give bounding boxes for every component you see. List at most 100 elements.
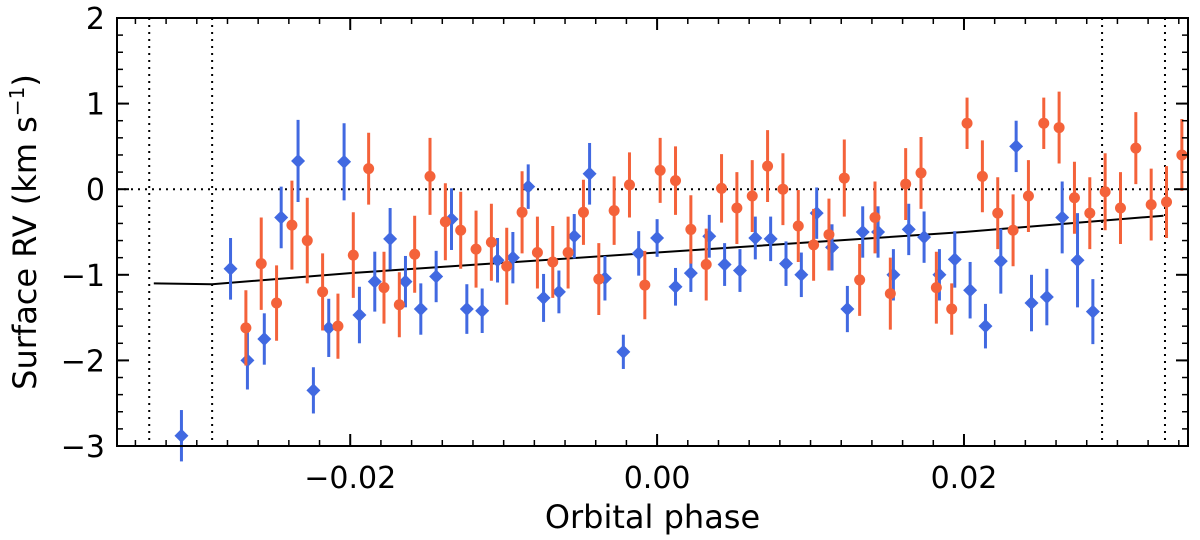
data-point — [1176, 149, 1188, 161]
data-point — [1007, 224, 1019, 236]
data-point — [501, 260, 513, 272]
data-point — [424, 170, 436, 182]
plot-area — [117, 18, 1188, 462]
data-point — [536, 290, 551, 305]
data-point — [521, 179, 536, 194]
data-point — [794, 267, 809, 282]
data-point — [352, 308, 367, 323]
data-point — [306, 383, 321, 398]
data-point — [840, 302, 855, 317]
data-point — [778, 256, 793, 271]
data-point — [869, 211, 881, 223]
x-tick-label: 0.00 — [624, 461, 691, 496]
data-point — [485, 236, 497, 248]
data-point — [439, 216, 451, 228]
data-point — [240, 353, 255, 368]
data-point — [777, 183, 789, 195]
data-point — [363, 163, 375, 175]
data-point — [286, 219, 298, 231]
data-point — [608, 205, 620, 217]
data-point — [577, 206, 589, 218]
data-point — [1009, 139, 1024, 154]
data-point — [670, 175, 682, 187]
data-point — [1038, 117, 1050, 129]
data-point — [993, 254, 1008, 269]
data-point — [717, 257, 732, 272]
data-point — [763, 231, 778, 246]
data-point — [255, 258, 267, 270]
x-tick-label: 0.02 — [931, 461, 998, 496]
data-point — [470, 243, 482, 255]
data-point — [490, 253, 505, 268]
data-point — [901, 222, 916, 237]
data-point — [551, 284, 566, 299]
data-point — [700, 259, 712, 271]
y-tick-label: 0 — [86, 173, 105, 208]
x-tick-label: −0.02 — [304, 461, 396, 496]
data-point — [978, 319, 993, 334]
y-tick-label: −3 — [61, 430, 105, 465]
data-point — [976, 170, 988, 182]
data-point — [855, 225, 870, 239]
data-point — [915, 167, 927, 179]
data-point — [808, 239, 820, 251]
data-point — [413, 302, 428, 317]
data-point — [886, 267, 901, 282]
data-point — [702, 229, 717, 244]
data-point — [257, 332, 272, 346]
data-point — [593, 273, 605, 285]
data-point — [992, 207, 1004, 219]
y-tick-label: −1 — [61, 259, 105, 294]
data-point — [291, 153, 306, 168]
data-point — [854, 274, 866, 286]
data-point — [475, 303, 490, 318]
y-axis-label-close: ) — [6, 74, 44, 86]
data-point — [1055, 210, 1070, 225]
data-point — [900, 178, 912, 190]
data-point — [240, 322, 252, 334]
data-point — [946, 303, 958, 315]
data-point — [963, 283, 978, 298]
data-point — [562, 247, 574, 259]
data-point — [932, 267, 947, 282]
data-point — [1114, 202, 1126, 214]
data-point — [174, 428, 189, 443]
data-point — [271, 297, 283, 309]
data-point — [623, 179, 635, 191]
plot-frame — [116, 17, 1189, 447]
data-point — [685, 223, 697, 235]
data-point — [1130, 142, 1142, 154]
data-point — [731, 202, 743, 214]
data-point — [455, 224, 467, 236]
data-point — [459, 302, 474, 317]
data-point — [378, 282, 390, 294]
data-point — [393, 299, 405, 311]
data-point — [631, 246, 646, 261]
y-axis-label-main: Surface RV (km s — [6, 116, 44, 390]
data-point — [947, 252, 962, 267]
data-point — [567, 229, 582, 244]
data-point — [398, 274, 413, 289]
data-point — [547, 256, 559, 268]
data-point — [930, 282, 942, 294]
data-point — [716, 182, 728, 194]
data-point — [516, 206, 528, 218]
data-point — [1084, 207, 1096, 219]
data-point — [668, 279, 683, 294]
data-point — [347, 249, 359, 261]
data-point — [367, 274, 382, 289]
data-point — [1085, 304, 1100, 319]
x-axis-label: Orbital phase — [545, 498, 760, 536]
data-point — [961, 117, 973, 129]
data-point — [639, 279, 651, 291]
y-tick-label: 1 — [86, 88, 105, 123]
data-point — [732, 263, 747, 278]
series-2 — [240, 91, 1188, 366]
data-point — [409, 248, 421, 260]
data-point — [1068, 192, 1080, 204]
data-point — [223, 261, 238, 276]
data-point — [683, 266, 698, 281]
data-point — [616, 344, 631, 359]
data-point — [838, 172, 850, 184]
data-point — [1070, 253, 1085, 268]
